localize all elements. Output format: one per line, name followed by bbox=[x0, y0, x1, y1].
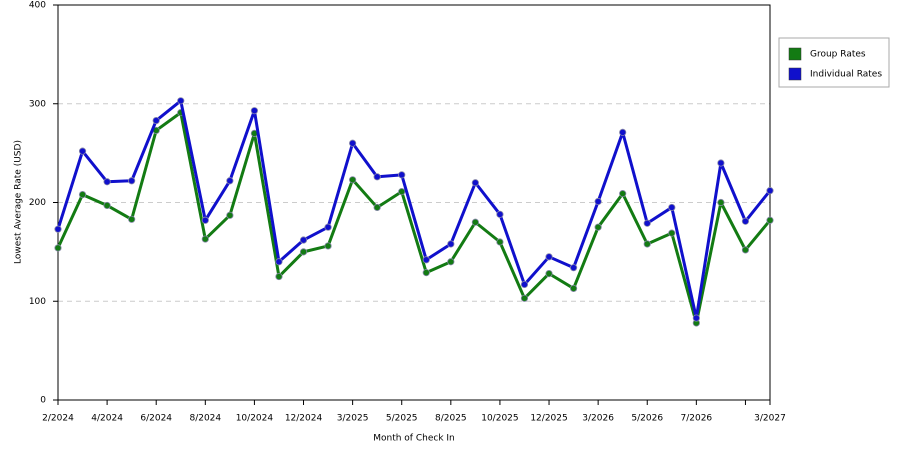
point bbox=[373, 203, 381, 212]
legend-label: Individual Rates bbox=[810, 70, 882, 80]
point bbox=[128, 177, 136, 185]
point bbox=[201, 235, 209, 243]
point bbox=[545, 253, 553, 261]
x-tick-label: 6/2024 bbox=[140, 414, 172, 424]
x-tick-label: 5/2025 bbox=[386, 414, 418, 424]
x-tick-label: 2/2024 bbox=[42, 414, 74, 424]
point bbox=[54, 244, 62, 252]
point bbox=[398, 188, 406, 196]
point bbox=[299, 236, 308, 244]
x-tick-label: 7/2026 bbox=[681, 414, 713, 424]
point bbox=[717, 159, 725, 167]
y-tick-label: 300 bbox=[29, 99, 46, 109]
point bbox=[741, 246, 750, 254]
point bbox=[226, 211, 234, 219]
point bbox=[349, 176, 357, 184]
point bbox=[422, 269, 430, 277]
legend-label: Group Rates bbox=[810, 50, 866, 60]
point bbox=[594, 223, 602, 231]
point bbox=[177, 97, 185, 105]
point bbox=[766, 187, 774, 195]
x-tick-label: 8/2025 bbox=[435, 414, 467, 424]
point bbox=[299, 248, 308, 256]
line bbox=[56, 99, 772, 320]
line bbox=[56, 111, 772, 325]
point bbox=[496, 210, 504, 218]
point bbox=[250, 107, 259, 115]
x-tick-label: 10/2024 bbox=[236, 414, 274, 424]
y-tick-label: 400 bbox=[29, 1, 46, 11]
point bbox=[226, 177, 234, 185]
x-tick-label: 3/2025 bbox=[337, 414, 369, 424]
legend-swatch bbox=[788, 67, 802, 81]
point bbox=[128, 215, 136, 223]
x-tick-label: 3/2027 bbox=[754, 414, 786, 424]
point bbox=[447, 258, 455, 266]
point bbox=[471, 218, 479, 226]
point bbox=[398, 171, 406, 179]
y-tick-label: 100 bbox=[29, 297, 46, 307]
point bbox=[422, 256, 430, 264]
point bbox=[741, 217, 750, 225]
point bbox=[569, 284, 578, 293]
point bbox=[520, 280, 529, 289]
x-tick-label: 3/2026 bbox=[582, 414, 614, 424]
x-tick-label: 8/2024 bbox=[189, 414, 221, 424]
point bbox=[275, 272, 283, 281]
point bbox=[668, 229, 676, 237]
point bbox=[201, 216, 209, 224]
x-axis-label: Month of Check In bbox=[373, 434, 455, 444]
point bbox=[373, 173, 381, 181]
x-tick-label: 12/2025 bbox=[530, 414, 567, 424]
point bbox=[103, 201, 111, 210]
y-tick-label: 0 bbox=[40, 396, 46, 406]
point bbox=[619, 190, 627, 198]
point bbox=[643, 219, 651, 227]
y-tick-label: 200 bbox=[29, 198, 46, 208]
y-axis-label: Lowest Average Rate (USD) bbox=[14, 140, 24, 264]
point bbox=[103, 178, 111, 186]
point bbox=[496, 238, 504, 246]
point bbox=[668, 203, 676, 212]
point bbox=[766, 216, 774, 224]
point bbox=[471, 179, 479, 187]
point bbox=[349, 139, 357, 147]
x-tick-label: 5/2026 bbox=[631, 414, 663, 424]
point bbox=[643, 240, 651, 248]
point bbox=[324, 223, 332, 231]
point bbox=[692, 314, 700, 322]
point bbox=[152, 116, 160, 125]
x-tick-label: 10/2025 bbox=[481, 414, 518, 424]
point bbox=[324, 242, 332, 250]
point bbox=[78, 147, 87, 155]
point bbox=[520, 294, 529, 302]
point bbox=[545, 269, 553, 278]
point bbox=[54, 225, 62, 233]
plot-frame bbox=[57, 4, 771, 401]
x-tick-label: 12/2024 bbox=[285, 414, 323, 424]
point bbox=[594, 197, 602, 206]
point bbox=[447, 240, 455, 248]
point bbox=[569, 264, 578, 272]
legend: Group Rates Individual Rates bbox=[778, 37, 890, 88]
point bbox=[275, 258, 283, 266]
point bbox=[717, 198, 725, 207]
x-tick-label: 4/2024 bbox=[91, 414, 123, 424]
point bbox=[619, 128, 627, 136]
point bbox=[78, 191, 87, 199]
legend-swatch bbox=[788, 47, 802, 61]
